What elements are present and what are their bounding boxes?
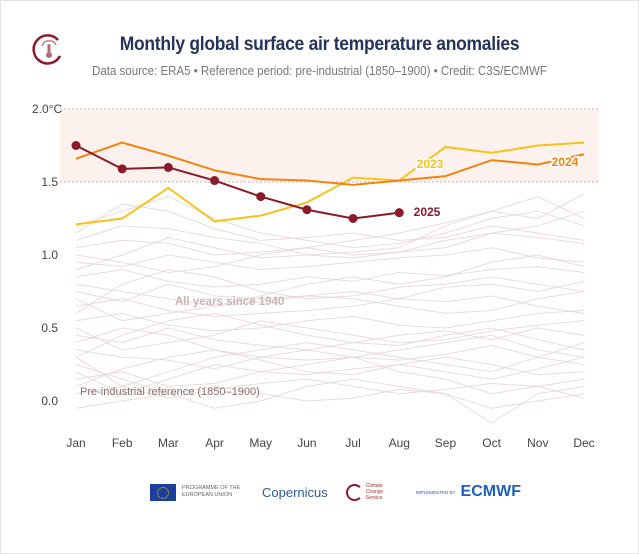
background-year-line — [75, 232, 585, 256]
ecmwf-text: ECMWF — [460, 483, 521, 500]
background-year-line — [75, 210, 585, 259]
copernicus-logo: Copernicus — [262, 484, 328, 500]
background-year-line — [75, 196, 585, 271]
background-year-line — [75, 193, 585, 274]
y-tick-label: 1.5 — [41, 175, 58, 189]
x-tick-label: Mar — [158, 436, 179, 450]
c3s-thermometer-logo-icon — [32, 34, 62, 65]
c3s-ring-icon — [345, 483, 363, 501]
x-tick-label: Aug — [389, 436, 410, 450]
x-tick-label: Feb — [112, 436, 133, 450]
background-year-line — [75, 203, 585, 241]
series-line-2024 — [75, 141, 585, 186]
background-year-line — [75, 364, 585, 424]
eu-flag-icon — [150, 483, 176, 501]
background-year-line — [75, 349, 585, 387]
c3s-logo: Climate Change Service — [345, 483, 398, 501]
background-year-line — [75, 385, 585, 409]
series-point-2025 — [348, 214, 358, 223]
y-tick-label: 2.0°C — [32, 102, 62, 116]
x-tick-label: Nov — [527, 436, 548, 450]
series-point-2025 — [210, 176, 220, 186]
background-year-line — [75, 356, 585, 395]
background-year-line — [75, 291, 585, 322]
background-year-line — [75, 327, 585, 361]
ecmwf-logo: IMPLEMENTED BY ECMWF — [416, 483, 521, 501]
implemented-by-text: IMPLEMENTED BY — [415, 489, 456, 495]
series-point-2025 — [394, 208, 404, 218]
footer-logos: PROGRAMME OF THE EUROPEAN UNION Copernic… — [150, 480, 521, 504]
background-year-line — [75, 320, 585, 351]
series-label-2024: 2024 — [552, 155, 579, 169]
x-tick-label: Dec — [573, 436, 594, 450]
annotation-all-years: All years since 1940 — [175, 296, 284, 308]
chart-subtitle: Data source: ERA5 • Reference period: pr… — [92, 64, 547, 78]
x-tick-label: Jun — [297, 436, 316, 450]
background-year-line — [75, 342, 585, 387]
background-year-line — [75, 247, 585, 271]
background-year-line — [75, 309, 585, 332]
series-point-2025 — [302, 205, 312, 215]
background-year-line — [75, 345, 585, 370]
series-point-2025 — [256, 192, 266, 202]
background-year-line — [75, 196, 585, 249]
x-tick-label: May — [249, 436, 272, 450]
series-line-2025 — [75, 144, 400, 220]
chart-title: Monthly global surface air temperature a… — [119, 34, 520, 55]
background-year-line — [75, 356, 585, 395]
series-label-2025: 2025 — [414, 205, 441, 219]
series-line-2023 — [75, 141, 585, 226]
eu-text: PROGRAMME OF THE EUROPEAN UNION — [182, 485, 241, 498]
c3s-text: Climate Change Service — [365, 483, 384, 501]
background-year-line — [75, 280, 585, 303]
background-year-line — [75, 295, 585, 317]
x-tick-label: Jul — [345, 436, 360, 450]
y-tick-label: 0.5 — [41, 321, 58, 335]
series-point-2025 — [117, 164, 127, 174]
series-label-2023: 2023 — [417, 157, 444, 171]
x-tick-label: Jan — [66, 436, 85, 450]
annotation-pre-industrial: Pre-industrial reference (1850–1900) — [80, 386, 260, 398]
x-tick-label: Oct — [482, 436, 501, 450]
series-point-2025 — [71, 141, 81, 150]
x-tick-label: Apr — [205, 436, 224, 450]
y-tick-label: 0.0 — [41, 394, 58, 408]
series-point-2025 — [163, 162, 173, 172]
background-year-line — [75, 266, 585, 288]
y-tick-label: 1.0 — [41, 248, 58, 262]
background-year-line — [75, 254, 585, 307]
x-tick-label: Sep — [435, 436, 457, 450]
temperature-chart: 2.0°C 1.5 1.0 0.5 0.0 Jan Feb Mar Apr May Jun Jul Au… — [32, 102, 599, 450]
shaded-band-1-5-to-2-0 — [60, 109, 599, 182]
eu-logo: PROGRAMME OF THE EUROPEAN UNION — [150, 483, 244, 501]
